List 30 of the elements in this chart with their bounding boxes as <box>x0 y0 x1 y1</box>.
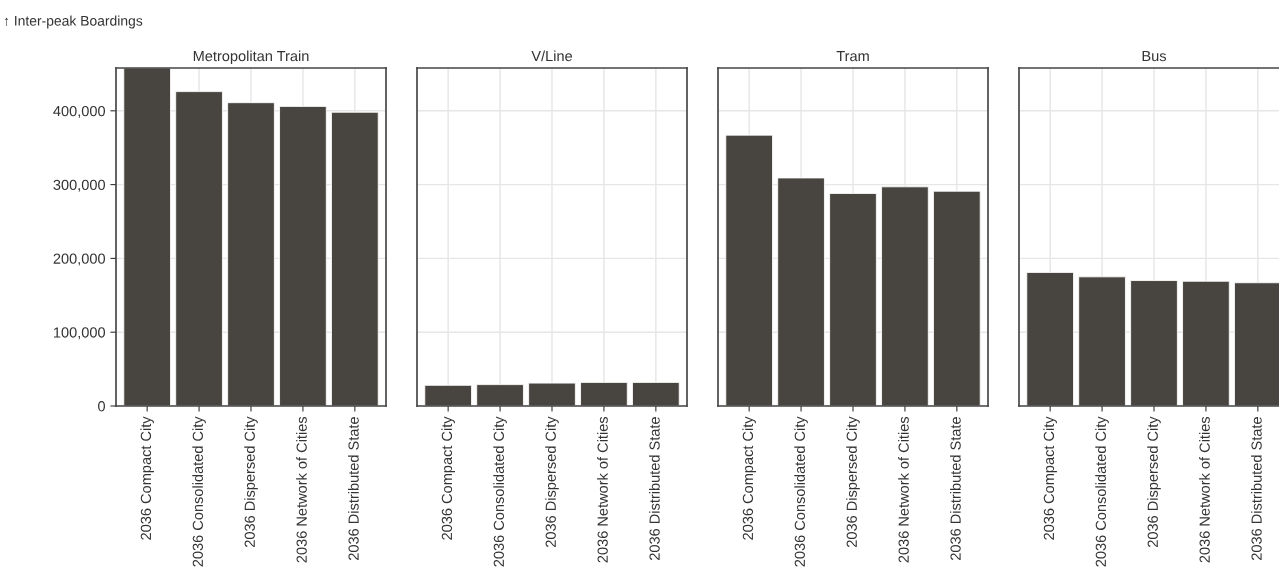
y-tick-label: 100,000 <box>53 327 106 340</box>
x-tick-label: 2036 Network of Cities <box>1199 416 1210 563</box>
x-tick-label: 2036 Distributed State <box>1251 417 1262 560</box>
x-tick-label: 2036 Distributed State <box>348 417 359 560</box>
x-tick-label: 2036 Consolidated City <box>794 416 808 567</box>
chart-title: Bus <box>1142 51 1167 62</box>
x-tick-label: 2036 Compact City <box>441 416 455 540</box>
x-tick-label: 2036 Compact City <box>742 416 756 540</box>
x-tick-label: 2036 Dispersed City <box>1147 416 1161 547</box>
y-axis-title: ↑ Inter-peak Boardings <box>4 15 143 29</box>
y-tick-label: 300,000 <box>53 179 106 192</box>
chart-title: V/Line <box>531 50 573 62</box>
chart-title: Tram <box>836 51 869 62</box>
x-tick-label: 2036 Compact City <box>140 416 154 540</box>
x-tick-label: 2036 Dispersed City <box>244 416 258 547</box>
y-tick-label: 0 <box>98 401 106 412</box>
x-tick-label: 2036 Distributed State <box>649 417 660 560</box>
x-tick-label: 2036 Consolidated City <box>1095 416 1109 567</box>
x-tick-label: 2036 Distributed State <box>950 417 961 560</box>
x-tick-label: 2036 Dispersed City <box>846 416 860 547</box>
y-tick-label: 400,000 <box>53 105 106 118</box>
x-tick-label: 2036 Network of Cities <box>898 416 909 563</box>
x-tick-label: 2036 Dispersed City <box>545 416 559 547</box>
x-tick-label: 2036 Compact City <box>1043 416 1057 540</box>
x-tick-label: 2036 Consolidated City <box>493 416 507 567</box>
chart-title: Metropolitan Train <box>193 50 309 65</box>
x-tick-label: 2036 Network of Cities <box>296 416 307 563</box>
x-tick-label: 2036 Network of Cities <box>597 416 608 563</box>
x-tick-label: 2036 Consolidated City <box>192 416 206 567</box>
y-tick-label: 200,000 <box>53 253 106 266</box>
